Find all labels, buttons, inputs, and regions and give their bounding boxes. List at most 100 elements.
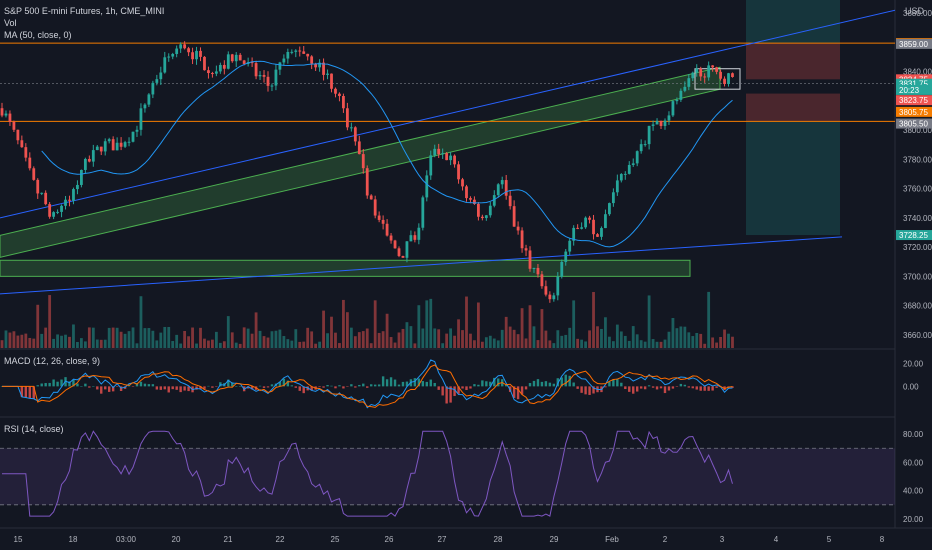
moving-average-line <box>41 60 733 248</box>
candle <box>397 246 401 258</box>
candle-body <box>214 71 218 74</box>
volume-bar <box>87 327 91 348</box>
macd-tick-label: 0.00 <box>903 382 919 391</box>
volume-bar <box>334 332 337 348</box>
candle <box>171 52 175 60</box>
candle-body <box>469 198 472 200</box>
macd-histogram-bar <box>231 382 234 387</box>
candle <box>425 170 429 202</box>
candle <box>437 143 441 158</box>
volume-bar <box>234 342 238 348</box>
volume-bar <box>203 338 206 348</box>
candle <box>338 92 341 102</box>
volume-bar <box>40 333 44 348</box>
volume-bar <box>413 343 417 348</box>
candle <box>91 144 95 167</box>
candle-body <box>342 95 345 109</box>
macd-histogram-bar <box>683 384 687 387</box>
candle <box>611 188 615 207</box>
stop-zone-lower <box>746 93 840 122</box>
candle-body <box>381 219 385 224</box>
candle-body <box>80 169 83 185</box>
rsi-band <box>0 448 895 505</box>
time-tick-label: 27 <box>438 535 447 544</box>
candle <box>473 196 476 205</box>
candle <box>167 53 171 62</box>
volume-bar <box>270 331 274 348</box>
rsi-line <box>2 430 733 517</box>
macd-histogram-bar <box>675 386 679 387</box>
candle <box>417 223 421 245</box>
volume-bar <box>250 333 254 348</box>
candle <box>266 71 270 92</box>
candle <box>330 73 333 93</box>
candle <box>147 93 151 107</box>
candle-body <box>266 76 270 86</box>
time-tick-label: 03:00 <box>116 535 137 544</box>
signal-line <box>2 364 733 408</box>
candle <box>87 155 91 163</box>
macd-histogram-bar <box>370 384 373 387</box>
volume-bar <box>151 330 155 348</box>
candle <box>99 146 103 156</box>
candle <box>282 54 286 66</box>
volume-bar <box>560 335 564 348</box>
macd-histogram-bar <box>449 386 452 403</box>
candle-body <box>707 65 711 78</box>
candle <box>107 137 111 144</box>
candle <box>461 177 464 191</box>
volume-bar <box>318 341 321 348</box>
candle <box>80 169 83 188</box>
candle <box>480 214 484 221</box>
candle-body <box>274 69 278 86</box>
candle-body <box>600 228 603 237</box>
candle-body <box>76 184 79 190</box>
macd-histogram-bar <box>711 386 714 391</box>
volume-bar <box>651 339 655 348</box>
volume-bar <box>611 341 615 348</box>
macd-histogram-bar <box>36 385 39 387</box>
candle-body <box>119 142 123 147</box>
macd-histogram-bar <box>84 383 87 387</box>
candle <box>83 157 87 174</box>
macd-histogram-bar <box>481 380 484 387</box>
candle-body <box>72 189 75 201</box>
volume-bar <box>473 340 476 348</box>
candle-body <box>687 78 691 87</box>
candle-body <box>560 261 564 277</box>
candle <box>377 211 381 223</box>
time-tick-label: 8 <box>880 535 885 544</box>
candle-body <box>222 64 226 69</box>
candle <box>695 64 699 77</box>
volume-bar <box>500 329 504 348</box>
volume-bar <box>16 335 20 348</box>
macd-histogram-bar <box>556 378 559 387</box>
candle-body <box>179 44 183 49</box>
volume-bar <box>246 328 250 348</box>
candle-body <box>441 153 445 155</box>
candle-body <box>719 71 722 79</box>
candle-body <box>453 155 456 165</box>
candle <box>298 46 302 57</box>
macd-histogram-bar <box>24 386 28 398</box>
macd-histogram-bar <box>179 386 182 393</box>
candle-body <box>52 212 56 217</box>
candle-body <box>627 164 631 174</box>
candle-body <box>242 60 246 64</box>
volume-bar <box>707 291 711 348</box>
volume-bar <box>504 316 508 348</box>
candle-body <box>171 53 175 57</box>
volume-bar <box>457 319 460 348</box>
candle <box>72 187 75 205</box>
candle <box>647 125 651 150</box>
volume-bar <box>119 331 123 348</box>
candle-body <box>484 215 488 219</box>
price-badge-box <box>896 230 932 241</box>
volume-bar <box>548 340 552 348</box>
candle <box>703 73 707 83</box>
macd-histogram-bar <box>465 386 468 391</box>
candle <box>608 202 611 216</box>
macd-histogram-bar <box>516 386 520 400</box>
candle-body <box>207 70 210 74</box>
